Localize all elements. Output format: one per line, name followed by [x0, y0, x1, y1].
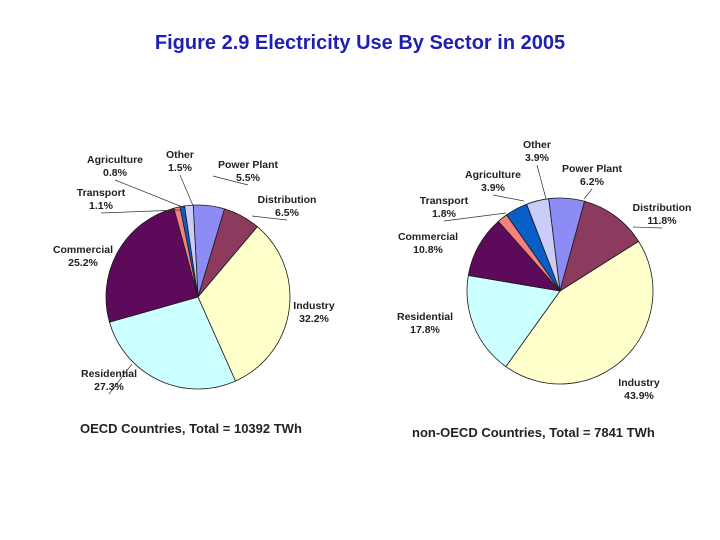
value-transport: 1.8%: [432, 208, 457, 220]
value-transport: 1.1%: [89, 200, 114, 212]
slice-industry: [197, 226, 291, 382]
chart-caption: OECD Countries, Total = 10392 TWh: [80, 421, 302, 436]
leader-line-distribution: [632, 226, 663, 229]
value-commercial: 25.2%: [68, 257, 98, 269]
value-residential: 27.3%: [94, 381, 124, 393]
value-distribution: 11.8%: [647, 215, 677, 227]
slice-industry: [505, 240, 654, 385]
leader-line-agriculture: [492, 194, 525, 202]
label-agriculture: Agriculture: [465, 169, 521, 181]
label-distribution: Distribution: [258, 194, 317, 206]
slice-other: [526, 198, 561, 292]
slide-title: Figure 2.9 Electricity Use By Sector in …: [154, 32, 566, 54]
label-residential: Residential: [397, 311, 453, 323]
slice-residential: [466, 274, 561, 368]
leader-line-transport: [443, 212, 507, 222]
label-agriculture: Agriculture: [87, 154, 143, 166]
label-other: Other: [166, 149, 194, 161]
label-other: Other: [523, 139, 551, 151]
label-power-plant: Power Plant: [218, 159, 279, 171]
leader-line-distribution: [251, 215, 288, 221]
value-agriculture: 0.8%: [103, 167, 128, 179]
value-residential: 17.8%: [410, 324, 440, 336]
label-distribution: Distribution: [633, 202, 692, 214]
value-other: 3.9%: [525, 152, 550, 164]
leader-line-power-plant: [583, 188, 593, 200]
slice-commercial: [105, 207, 199, 323]
value-industry: 43.9%: [624, 390, 654, 402]
leader-line-residential: [108, 363, 133, 395]
slice-distribution: [559, 200, 640, 292]
label-industry: Industry: [293, 300, 335, 312]
label-transport: Transport: [77, 187, 126, 199]
value-power-plant: 6.2%: [580, 176, 605, 188]
value-power-plant: 5.5%: [236, 172, 261, 184]
leader-line-agriculture: [114, 179, 186, 209]
leader-line-transport: [100, 209, 181, 214]
value-agriculture: 3.9%: [481, 182, 506, 194]
leader-line-power-plant: [212, 175, 249, 186]
label-transport: Transport: [420, 195, 469, 207]
slice-residential: [109, 296, 237, 390]
value-industry: 32.2%: [299, 313, 329, 325]
label-commercial: Commercial: [53, 244, 113, 256]
leader-line-other: [536, 164, 547, 200]
label-industry: Industry: [618, 377, 660, 389]
leader-line-other: [179, 174, 195, 209]
label-residential: Residential: [81, 368, 137, 380]
value-commercial: 10.8%: [413, 244, 443, 256]
label-power-plant: Power Plant: [562, 163, 623, 175]
label-commercial: Commercial: [398, 231, 458, 243]
value-other: 1.5%: [168, 162, 193, 174]
chart-caption: non-OECD Countries, Total = 7841 TWh: [412, 425, 655, 440]
value-distribution: 6.5%: [275, 207, 300, 219]
slice-other: [184, 204, 199, 298]
